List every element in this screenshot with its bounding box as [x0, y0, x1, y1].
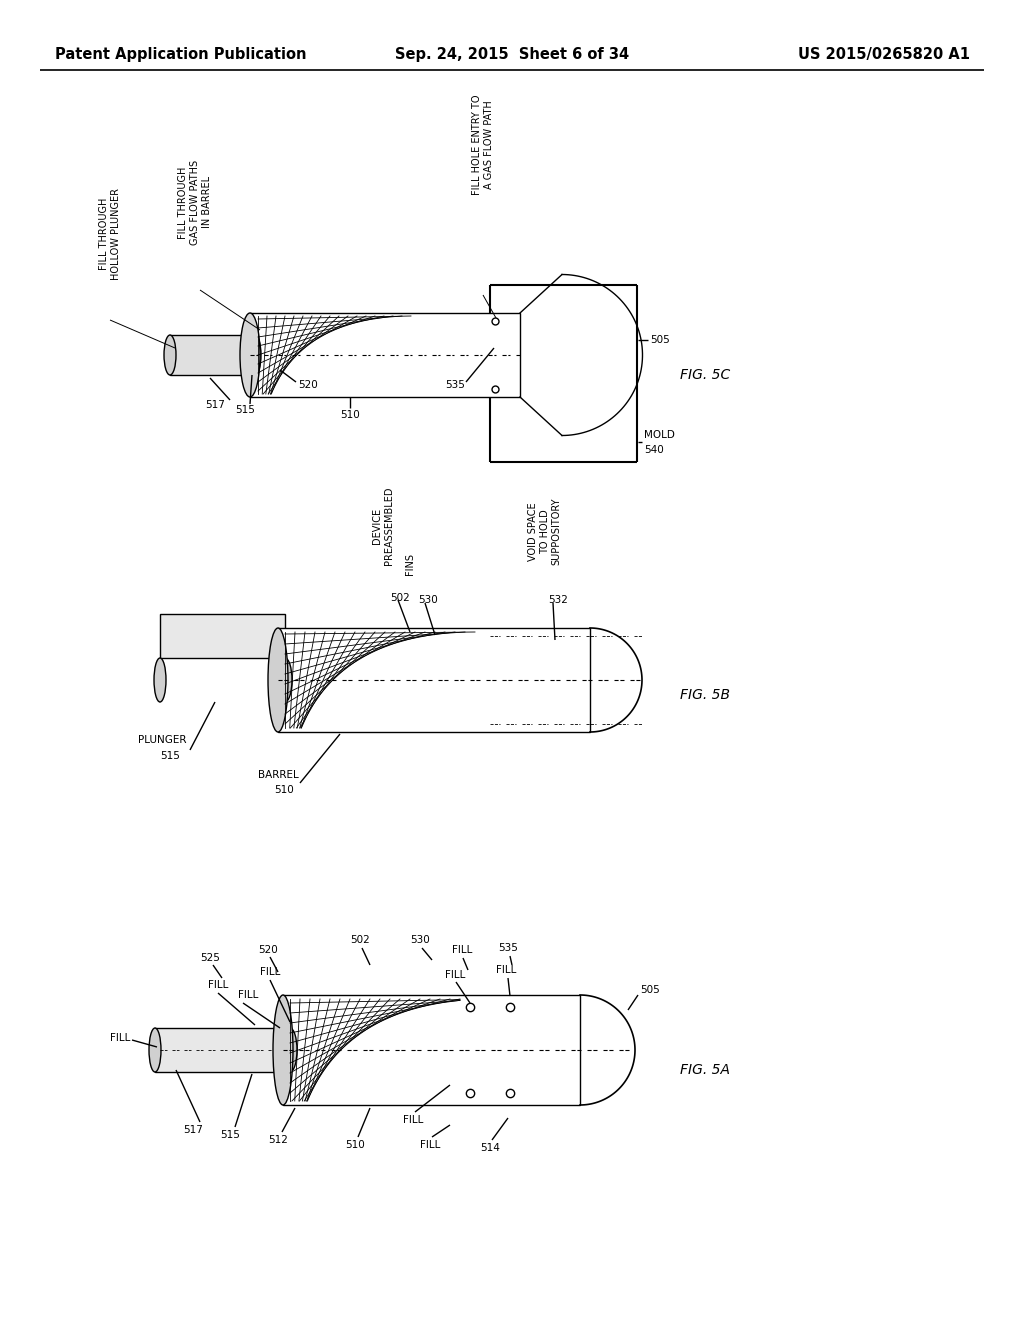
Text: BARREL: BARREL: [258, 770, 298, 780]
Text: 514: 514: [480, 1143, 500, 1152]
Text: 510: 510: [340, 411, 359, 420]
Bar: [170, 335, 255, 375]
Ellipse shape: [268, 628, 288, 733]
Text: 525: 525: [200, 953, 220, 964]
Bar: [160, 614, 285, 657]
Text: 517: 517: [205, 400, 225, 411]
Ellipse shape: [240, 313, 260, 397]
Text: FILL: FILL: [496, 965, 516, 975]
Text: 512: 512: [268, 1135, 288, 1144]
Text: FILL: FILL: [238, 990, 258, 1001]
Bar: [283, 995, 580, 1105]
Text: Patent Application Publication: Patent Application Publication: [55, 48, 306, 62]
Text: 530: 530: [411, 935, 430, 945]
Ellipse shape: [273, 995, 293, 1105]
Text: 515: 515: [220, 1130, 240, 1140]
Ellipse shape: [249, 335, 261, 375]
Ellipse shape: [283, 1028, 297, 1072]
Text: 510: 510: [274, 785, 294, 795]
Text: FILL: FILL: [110, 1034, 130, 1043]
Text: 515: 515: [236, 405, 255, 414]
Text: FILL: FILL: [402, 1115, 423, 1125]
Bar: [250, 313, 520, 397]
Text: 505: 505: [640, 985, 659, 995]
Ellipse shape: [150, 1028, 161, 1072]
Text: 505: 505: [650, 335, 670, 345]
Text: 520: 520: [298, 380, 317, 389]
Text: Sep. 24, 2015  Sheet 6 of 34: Sep. 24, 2015 Sheet 6 of 34: [395, 48, 629, 62]
Text: FIG. 5B: FIG. 5B: [680, 688, 730, 702]
Text: 517: 517: [183, 1125, 203, 1135]
Text: DEVICE
PREASSEMBLED: DEVICE PREASSEMBLED: [372, 487, 394, 565]
Text: 530: 530: [418, 595, 437, 605]
Text: VOID SPACE
TO HOLD
SUPPOSITORY: VOID SPACE TO HOLD SUPPOSITORY: [528, 498, 561, 565]
Ellipse shape: [154, 657, 166, 702]
Text: FILL THROUGH
GAS FLOW PATHS
IN BARREL: FILL THROUGH GAS FLOW PATHS IN BARREL: [178, 160, 212, 246]
Text: FILL: FILL: [208, 979, 228, 990]
Text: 510: 510: [345, 1140, 365, 1150]
Text: FILL: FILL: [444, 970, 465, 979]
Bar: [278, 628, 590, 733]
Text: 520: 520: [258, 945, 278, 954]
Text: FILL THROUGH
HOLLOW PLUNGER: FILL THROUGH HOLLOW PLUNGER: [99, 187, 121, 280]
Ellipse shape: [278, 657, 292, 702]
Text: US 2015/0265820 A1: US 2015/0265820 A1: [798, 48, 970, 62]
Text: FINS: FINS: [406, 553, 415, 576]
Text: PLUNGER: PLUNGER: [138, 735, 186, 744]
Ellipse shape: [164, 335, 176, 375]
Text: MOLD: MOLD: [644, 430, 675, 440]
Text: FILL: FILL: [260, 968, 281, 977]
Text: 535: 535: [498, 942, 518, 953]
Text: FILL: FILL: [452, 945, 472, 954]
Text: 535: 535: [445, 380, 465, 389]
Text: 502: 502: [390, 593, 410, 603]
Bar: [155, 1028, 290, 1072]
Text: FIG. 5A: FIG. 5A: [680, 1063, 730, 1077]
Text: FIG. 5C: FIG. 5C: [680, 368, 730, 381]
Text: 502: 502: [350, 935, 370, 945]
Text: FILL HOLE ENTRY TO
A GAS FLOW PATH: FILL HOLE ENTRY TO A GAS FLOW PATH: [472, 95, 494, 195]
Text: FILL: FILL: [420, 1140, 440, 1150]
Text: 540: 540: [644, 445, 664, 455]
Text: 515: 515: [160, 751, 180, 762]
Text: 532: 532: [548, 595, 568, 605]
